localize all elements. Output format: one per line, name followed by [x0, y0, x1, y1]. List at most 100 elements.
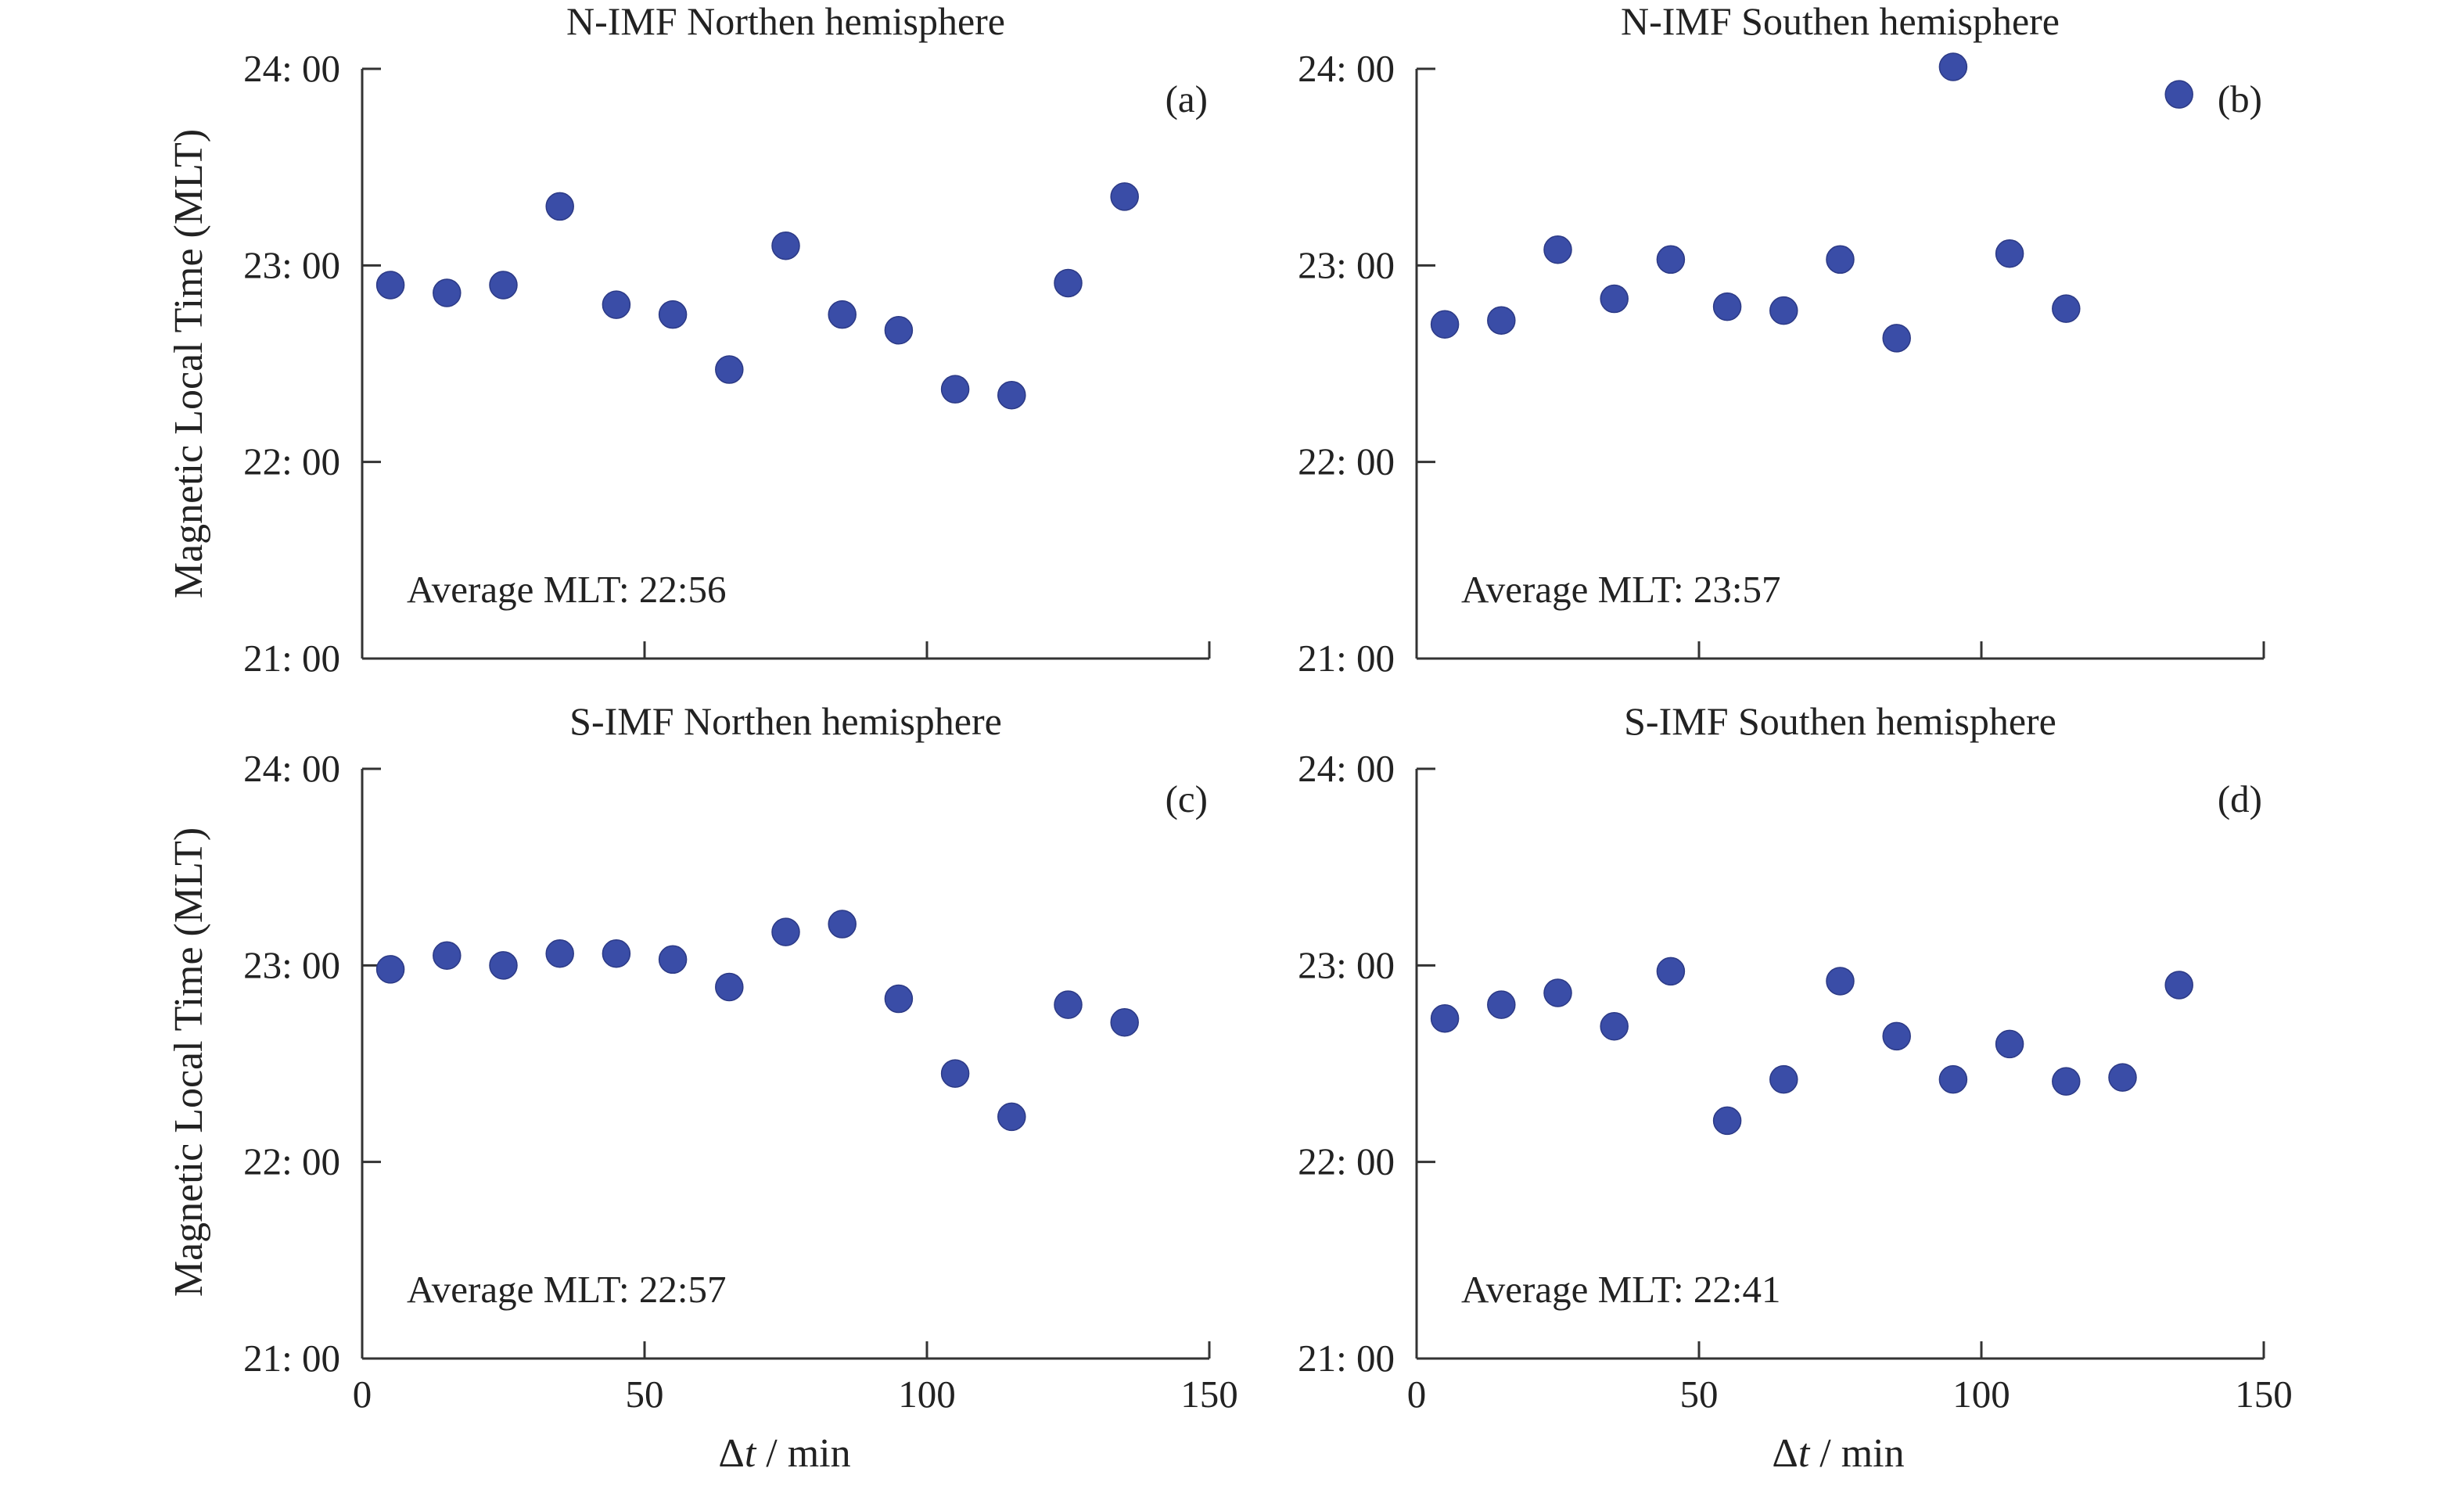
average-annotation: Average MLT: 22:56: [407, 568, 727, 611]
data-point: [997, 1102, 1026, 1132]
panel-title: S-IMF Northen hemisphere: [569, 699, 1002, 743]
data-point: [1995, 1029, 2024, 1059]
x-tick-label: 0: [353, 1373, 372, 1416]
y-tick-label: 21: 00: [243, 1337, 340, 1380]
data-point: [1938, 1064, 1968, 1094]
data-point: [715, 355, 744, 384]
data-point: [940, 1059, 970, 1088]
panel-d: 21: 00 22: 00 23: 00 24: 00 0 50 100 150 S-IMF S…: [1298, 699, 2293, 1416]
panels: 21: 00 22: 00 23: 00 24: 00 N-IMF Northen he…: [243, 0, 2293, 1416]
data-point: [433, 278, 462, 307]
data-point: [658, 945, 688, 975]
panel-a: 21: 00 22: 00 23: 00 24: 00 N-IMF Northen he…: [243, 0, 1211, 680]
data-point: [433, 941, 462, 971]
data-point: [1487, 306, 1516, 335]
y-tick-label: 23: 00: [1298, 243, 1395, 286]
data-point: [1110, 1007, 1139, 1037]
panel-title: N-IMF Northen hemisphere: [566, 0, 1005, 43]
data-point: [940, 375, 970, 404]
data-point: [1656, 957, 1686, 986]
data-point: [2164, 80, 2193, 109]
data-point: [375, 271, 405, 300]
panel-c: 21: 00 22: 00 23: 00 24: 00 0 50 100 150 S-IMF N…: [243, 699, 1238, 1416]
data-point: [1543, 235, 1572, 264]
panel-title: N-IMF Southen hemisphere: [1621, 0, 2060, 43]
data-point: [1882, 324, 1911, 353]
data-point: [1826, 967, 1855, 996]
x-axis-label-var: t: [1798, 1431, 1811, 1476]
data-point: [771, 917, 800, 946]
data-point: [1995, 239, 2024, 268]
x-tick-label: 50: [626, 1373, 664, 1416]
y-tick-label: 22: 00: [243, 440, 340, 483]
data-point: [2164, 971, 2193, 1000]
data-point: [489, 951, 518, 980]
x-axis-label-right: Δt / min: [1772, 1431, 1904, 1476]
data-point: [1712, 292, 1742, 321]
panel-label: (a): [1166, 77, 1208, 120]
average-annotation: Average MLT: 22:41: [1461, 1268, 1781, 1311]
x-tick-label: 150: [2235, 1373, 2293, 1416]
x-tick-label: 100: [898, 1373, 956, 1416]
data-point: [1430, 310, 1460, 339]
data-point: [658, 300, 688, 329]
data-point: [828, 300, 857, 329]
data-point: [1882, 1021, 1911, 1051]
y-tick-label: 24: 00: [1298, 47, 1395, 90]
data-point: [545, 192, 574, 221]
data-point: [828, 910, 857, 939]
y-axis-label-bottom: Magnetic Local Time (MLT): [167, 827, 211, 1297]
data-point: [1769, 1064, 1798, 1094]
y-tick-label: 24: 00: [243, 47, 340, 90]
average-annotation: Average MLT: 23:57: [1461, 568, 1781, 611]
data-point: [602, 939, 631, 968]
data-point: [1430, 1003, 1460, 1033]
data-point: [1938, 52, 1968, 81]
data-point: [489, 271, 518, 300]
data-point: [771, 231, 800, 260]
panel-title: S-IMF Southen hemisphere: [1624, 699, 2056, 743]
data-point: [2052, 1067, 2081, 1096]
x-tick-label: 150: [1180, 1373, 1238, 1416]
data-point: [997, 380, 1026, 410]
x-axis-label-delta: Δ: [718, 1431, 744, 1476]
y-tick-label: 23: 00: [243, 243, 340, 286]
average-annotation: Average MLT: 22:57: [407, 1268, 727, 1311]
data-point: [1110, 182, 1139, 211]
data-point: [884, 984, 914, 1014]
x-axis-label-unit: / min: [1809, 1431, 1904, 1476]
data-point: [1712, 1106, 1742, 1136]
data-point: [375, 955, 405, 984]
y-tick-label: 21: 00: [243, 637, 340, 680]
panel-label: (b): [2218, 77, 2262, 120]
data-point: [1826, 245, 1855, 275]
x-axis-label-var: t: [745, 1431, 757, 1476]
y-tick-label: 23: 00: [1298, 943, 1395, 986]
y-tick-label: 21: 00: [1298, 1337, 1395, 1380]
data-point: [602, 290, 631, 319]
data-point: [1600, 284, 1629, 314]
data-point: [884, 316, 914, 345]
data-point: [1054, 990, 1083, 1019]
panel-b: 21: 00 22: 00 23: 00 24: 00 N-IMF Southen he…: [1298, 0, 2265, 680]
y-tick-label: 22: 00: [1298, 1140, 1395, 1183]
data-point: [1487, 990, 1516, 1019]
x-axis-label-unit: / min: [756, 1431, 850, 1476]
data-point: [1600, 1011, 1629, 1041]
data-point: [545, 939, 574, 968]
y-tick-label: 22: 00: [243, 1140, 340, 1183]
x-axis-label-left: Δt / min: [718, 1431, 850, 1476]
x-tick-label: 100: [1952, 1373, 2010, 1416]
panel-label: (d): [2218, 777, 2262, 820]
y-tick-label: 23: 00: [243, 943, 340, 986]
x-tick-label: 0: [1407, 1373, 1427, 1416]
y-tick-label: 21: 00: [1298, 637, 1395, 680]
data-point: [2108, 1063, 2137, 1092]
data-point: [1769, 296, 1798, 325]
x-tick-label: 50: [1680, 1373, 1719, 1416]
data-point: [1656, 245, 1686, 275]
y-axis-label-top: Magnetic Local Time (MLT): [167, 129, 211, 598]
data-point: [2052, 294, 2081, 323]
data-point: [715, 972, 744, 1002]
